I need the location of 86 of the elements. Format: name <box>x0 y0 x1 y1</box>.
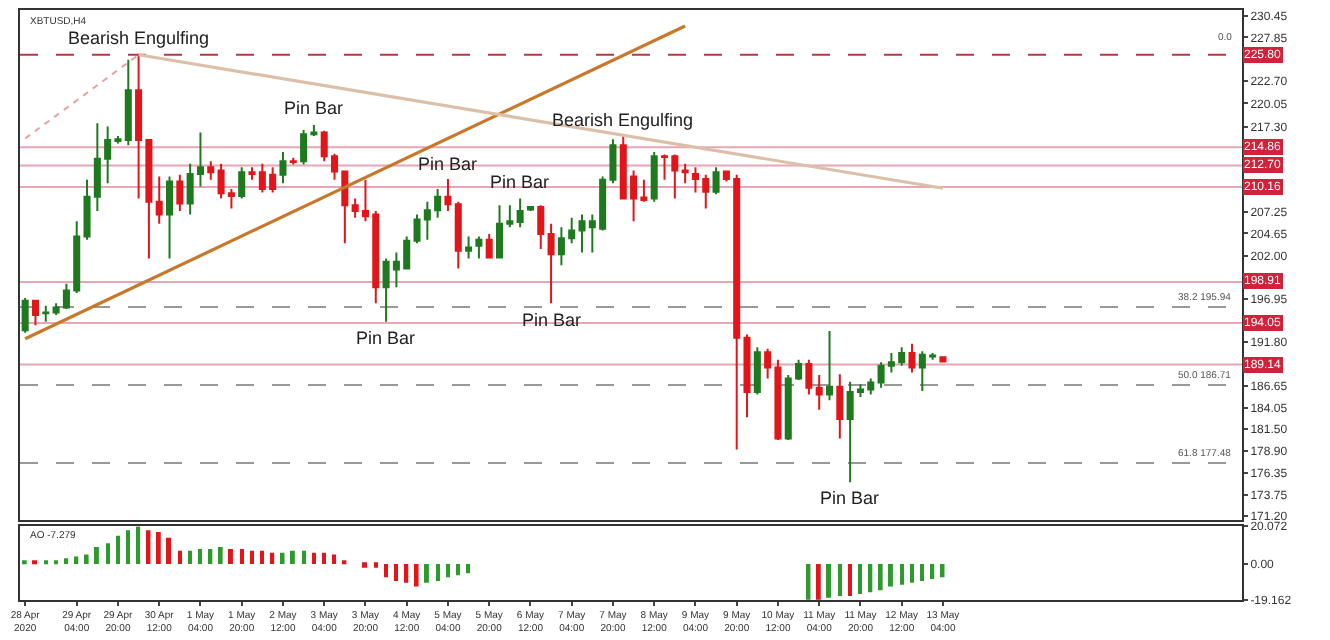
bar <box>466 563 471 574</box>
bar <box>404 563 409 583</box>
bar <box>312 552 316 564</box>
bar <box>198 548 203 564</box>
bar <box>218 547 223 564</box>
annotation: Bearish Engulfing <box>68 28 210 48</box>
bar <box>826 563 832 598</box>
bar <box>900 563 904 585</box>
bar <box>156 532 161 564</box>
candlestick <box>21 297 29 334</box>
candlestick <box>176 173 184 213</box>
bar <box>816 563 821 600</box>
annotation: Pin Bar <box>284 98 344 118</box>
candlestick <box>753 346 761 396</box>
candlestick <box>42 304 50 323</box>
bar <box>94 547 99 564</box>
candlestick <box>155 175 163 225</box>
candlestick <box>207 160 215 181</box>
candlestick <box>805 358 813 396</box>
bar <box>930 563 935 580</box>
bar <box>848 563 852 596</box>
bar <box>136 526 141 564</box>
bar <box>290 550 295 564</box>
bar <box>806 563 811 600</box>
bar <box>106 543 110 564</box>
bar <box>374 562 378 568</box>
bar <box>910 563 914 583</box>
candlestick <box>516 197 524 229</box>
bar <box>868 563 873 593</box>
candlestick <box>547 222 555 305</box>
bar <box>146 530 151 564</box>
bar <box>240 548 244 564</box>
candlestick <box>825 330 834 402</box>
bar <box>384 563 388 578</box>
annotation: Pin Bar <box>490 172 550 192</box>
bar <box>332 554 337 564</box>
bar <box>126 530 130 564</box>
bar <box>64 558 68 564</box>
bar <box>260 550 264 564</box>
annotation: Bearish Engulfing <box>552 110 694 130</box>
candlestick <box>454 200 462 270</box>
candlestick <box>650 150 658 203</box>
annotation: Pin Bar <box>522 310 582 330</box>
bar <box>228 548 233 564</box>
bar <box>436 563 440 581</box>
candlestick <box>681 162 689 185</box>
bar <box>888 563 893 587</box>
bar <box>250 550 254 564</box>
bar <box>302 550 306 564</box>
candlestick <box>836 373 844 440</box>
bar <box>414 563 419 587</box>
candlestick <box>444 178 452 213</box>
candlestick <box>712 166 720 196</box>
bar <box>446 563 450 578</box>
annotation: Pin Bar <box>820 488 880 508</box>
candlestick <box>939 355 947 364</box>
bar <box>166 537 172 564</box>
bar <box>74 556 79 564</box>
candlestick <box>485 232 493 260</box>
bar <box>838 563 842 596</box>
bar <box>84 554 89 564</box>
bar <box>878 563 883 591</box>
bar <box>208 548 213 564</box>
candlestick <box>815 374 823 411</box>
candlestick <box>289 156 297 166</box>
bar <box>424 563 429 583</box>
bar <box>456 563 460 576</box>
candlestick <box>238 166 246 200</box>
candlestick <box>537 204 545 251</box>
annotation: Pin Bar <box>418 154 478 174</box>
bar <box>858 563 862 595</box>
candlestick <box>166 175 174 260</box>
annotation: Pin Bar <box>356 328 416 348</box>
bar <box>394 563 398 581</box>
bar <box>280 552 285 564</box>
bar <box>362 562 367 568</box>
bar <box>178 550 182 564</box>
candlestick <box>31 298 39 327</box>
candlestick <box>908 342 916 374</box>
bar <box>920 563 924 581</box>
bar <box>188 550 192 564</box>
candlestick <box>279 150 287 185</box>
bar <box>940 563 945 578</box>
bar <box>322 552 326 564</box>
bar <box>270 552 275 564</box>
bar <box>116 535 120 564</box>
